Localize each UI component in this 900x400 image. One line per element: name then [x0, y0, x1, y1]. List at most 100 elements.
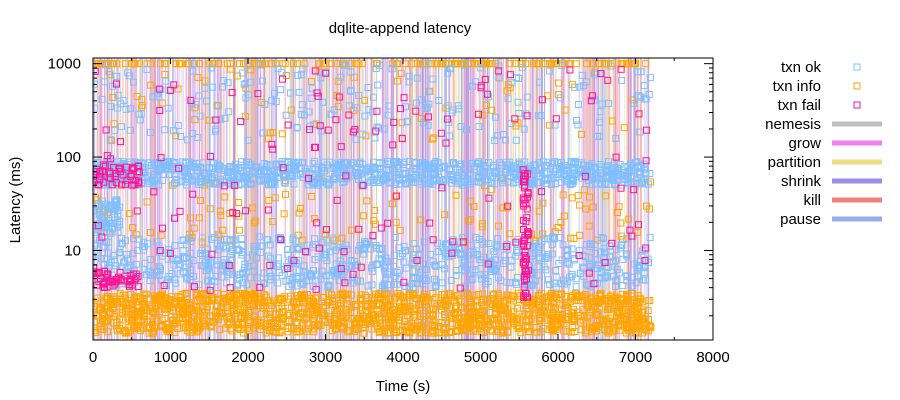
- legend: txn ok txn info txn fail nemesis grow partiti…: [765, 59, 882, 228]
- txn-info-point: [532, 324, 540, 332]
- txn-fail-point: [552, 115, 560, 123]
- txn-fail-point: [442, 139, 450, 147]
- txn-info-point: [445, 329, 453, 337]
- txn-info-point: [129, 224, 137, 232]
- txn-info-point: [574, 192, 582, 200]
- txn-info-point: [342, 312, 350, 320]
- txn-ok-point: [93, 80, 98, 88]
- txn-fail-point: [306, 125, 314, 133]
- txn-info-point: [294, 291, 302, 299]
- txn-ok-point: [267, 97, 275, 105]
- txn-ok-point: [261, 100, 269, 108]
- txn-info-point: [141, 312, 149, 320]
- txn-ok-point: [459, 234, 467, 242]
- txn-ok-point: [422, 60, 430, 68]
- txn-info-point: [369, 312, 377, 320]
- txn-fail-point: [114, 273, 122, 281]
- txn-info-point: [314, 322, 322, 330]
- txn-ok-point: [271, 89, 279, 97]
- txn-ok-point: [181, 168, 189, 176]
- txn-ok-point: [155, 93, 163, 101]
- txn-info-point: [135, 60, 143, 68]
- txn-ok-point: [93, 207, 98, 215]
- txn-info-point: [503, 291, 511, 299]
- txn-ok-point: [355, 92, 363, 100]
- txn-info-point: [246, 316, 254, 324]
- txn-ok-point: [102, 224, 110, 232]
- txn-fail-point: [538, 96, 546, 104]
- txn-ok-point: [646, 234, 654, 242]
- txn-ok-point: [441, 265, 449, 273]
- txn-ok-point: [609, 272, 617, 280]
- txn-info-point: [122, 329, 130, 337]
- txn-ok-point: [587, 164, 595, 172]
- txn-ok-point: [164, 246, 172, 254]
- txn-fail-point: [521, 254, 529, 262]
- txn-ok-point: [582, 78, 590, 86]
- txn-info-point: [245, 295, 253, 303]
- txn-info-point: [238, 313, 246, 321]
- txn-fail-point: [126, 278, 134, 286]
- txn-ok-point: [295, 88, 303, 96]
- txn-info-point: [560, 327, 568, 335]
- txn-fail-point: [189, 190, 197, 198]
- txn-ok-point: [598, 234, 606, 242]
- txn-ok-point: [611, 262, 619, 270]
- txn-fail-point: [206, 286, 214, 294]
- txn-ok-point: [299, 268, 307, 276]
- txn-ok-point: [469, 275, 477, 283]
- txn-info-point: [226, 60, 234, 68]
- txn-info-point: [104, 328, 112, 336]
- txn-info-point: [547, 60, 555, 68]
- txn-ok-point: [202, 169, 210, 177]
- txn-fail-point: [412, 107, 420, 115]
- txn-fail-point: [155, 85, 163, 93]
- txn-ok-point: [458, 172, 466, 180]
- txn-ok-point: [438, 261, 446, 269]
- txn-info-point: [130, 60, 138, 68]
- txn-info-point: [643, 321, 651, 329]
- txn-ok-point: [507, 263, 515, 271]
- txn-fail-point: [537, 188, 545, 196]
- txn-info-point: [504, 328, 512, 336]
- txn-fail-point: [241, 207, 249, 215]
- txn-info-point: [512, 60, 520, 68]
- txn-ok-point: [634, 92, 642, 100]
- x-tick-label: 3000: [309, 349, 342, 366]
- txn-info-point: [338, 234, 346, 242]
- txn-ok-point: [356, 277, 364, 285]
- txn-ok-point: [187, 249, 195, 257]
- txn-info-point: [174, 85, 182, 93]
- txn-ok-point: [623, 272, 631, 280]
- txn-ok-point: [640, 176, 648, 184]
- txn-fail-point: [351, 125, 359, 133]
- txn-ok-point: [334, 243, 342, 251]
- txn-ok-point: [207, 282, 215, 290]
- txn-ok-point: [471, 162, 479, 170]
- y-tick-label: 10: [64, 242, 81, 259]
- txn-info-point: [446, 289, 454, 297]
- txn-fail-point: [617, 184, 625, 192]
- txn-ok-point: [208, 83, 216, 91]
- txn-ok-point: [219, 178, 227, 186]
- txn-ok-point: [234, 280, 242, 288]
- txn-ok-point: [615, 170, 623, 178]
- txn-ok-point: [130, 234, 138, 242]
- txn-ok-point: [151, 161, 159, 169]
- txn-info-point: [161, 70, 169, 78]
- txn-ok-point: [319, 98, 327, 106]
- txn-info-point: [397, 69, 405, 77]
- txn-info-point: [567, 328, 575, 336]
- txn-info-point: [395, 293, 403, 301]
- txn-ok-point: [642, 180, 650, 188]
- txn-fail-point: [109, 282, 117, 290]
- txn-info-point: [586, 308, 594, 316]
- y-tick-label: 100: [56, 149, 81, 166]
- txn-info-point: [617, 219, 625, 227]
- txn-info-point: [581, 293, 589, 301]
- txn-fail-point: [483, 90, 491, 98]
- txn-info-point: [442, 60, 450, 68]
- txn-ok-point: [557, 158, 565, 166]
- txn-fail-point: [225, 261, 233, 269]
